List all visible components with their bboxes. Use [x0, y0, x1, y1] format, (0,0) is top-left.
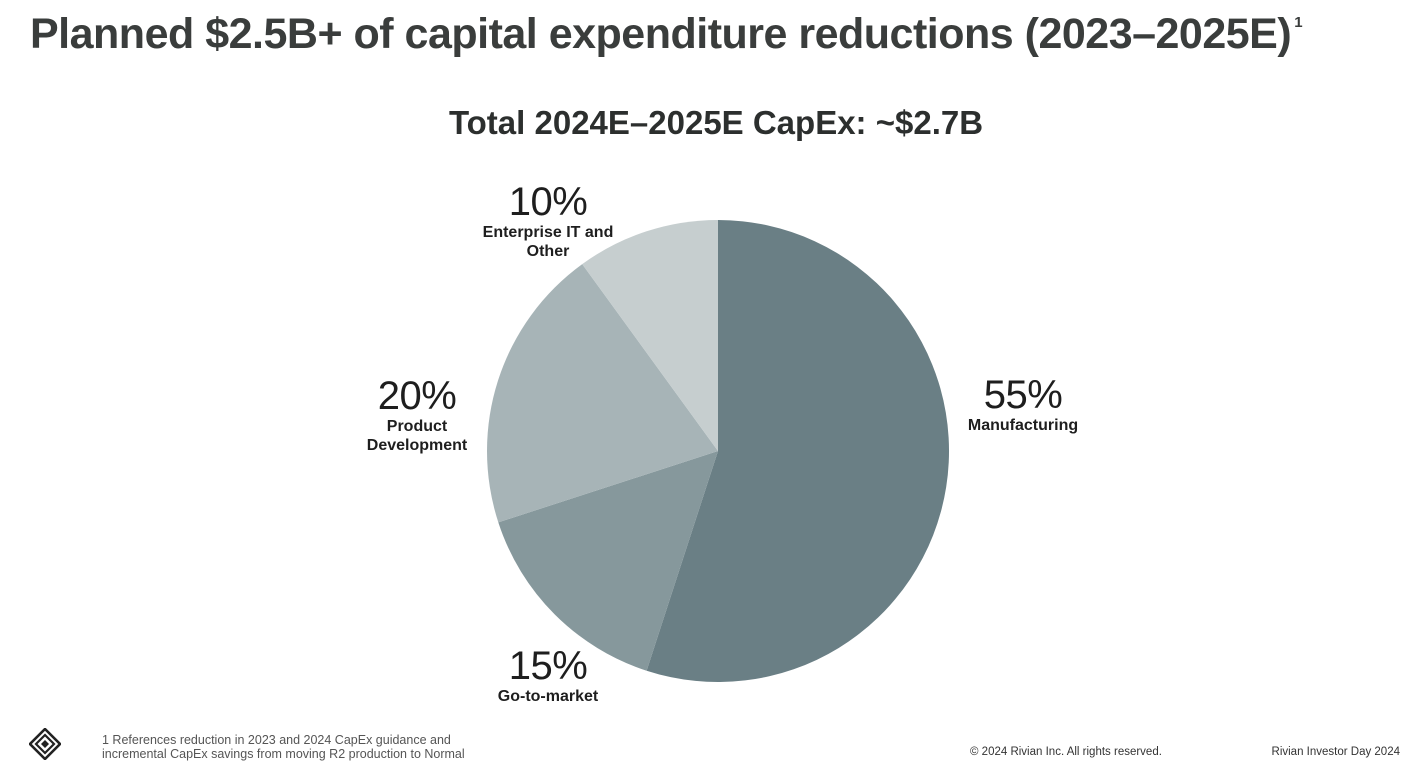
- copyright-text: © 2024 Rivian Inc. All rights reserved.: [970, 746, 1162, 758]
- rivian-compass-icon: [29, 728, 61, 760]
- slice-category-manufacturing: Manufacturing: [967, 417, 1079, 434]
- slice-percent-product-development: 20%: [377, 374, 457, 418]
- pie-slice-product-development: [487, 264, 718, 523]
- footnote: 1 References reduction in 2023 and 2024 …: [102, 733, 465, 762]
- slice-percent-enterprise-it: 10%: [508, 180, 588, 224]
- slice-category-go-to-market: Go-to-market: [497, 688, 599, 705]
- slice-percent-go-to-market: 15%: [508, 644, 588, 688]
- chart-title: Total 2024E–2025E CapEx: ~$2.7B: [448, 104, 984, 141]
- pie-slice-enterprise-it-and-other: [582, 220, 718, 451]
- footnote-line-2: incremental CapEx savings from moving R2…: [102, 746, 465, 761]
- pie-slice-manufacturing: [646, 220, 950, 682]
- slice-label-product-development: 20% Product Development: [352, 376, 482, 456]
- event-name: Rivian Investor Day 2024: [1271, 746, 1400, 758]
- slice-label-go-to-market: 15% Go-to-market: [478, 646, 618, 707]
- pie-slice-go-to-market: [498, 451, 718, 671]
- slice-label-manufacturing: 55% Manufacturing: [960, 375, 1086, 436]
- slice-category-enterprise-it: Enterprise IT and Other: [482, 224, 614, 260]
- page-title: Planned $2.5B+ of capital expenditure re…: [30, 10, 1303, 59]
- title-footnote-marker: 1: [1294, 14, 1303, 31]
- slice-percent-manufacturing: 55%: [983, 373, 1063, 417]
- slice-label-enterprise-it: 10% Enterprise IT and Other: [478, 182, 618, 262]
- pie-slices: [487, 220, 950, 682]
- slice-category-product-development: Product Development: [366, 418, 468, 454]
- page-title-text: Planned $2.5B+ of capital expenditure re…: [30, 10, 1292, 58]
- footnote-line-1: 1 References reduction in 2023 and 2024 …: [102, 733, 451, 747]
